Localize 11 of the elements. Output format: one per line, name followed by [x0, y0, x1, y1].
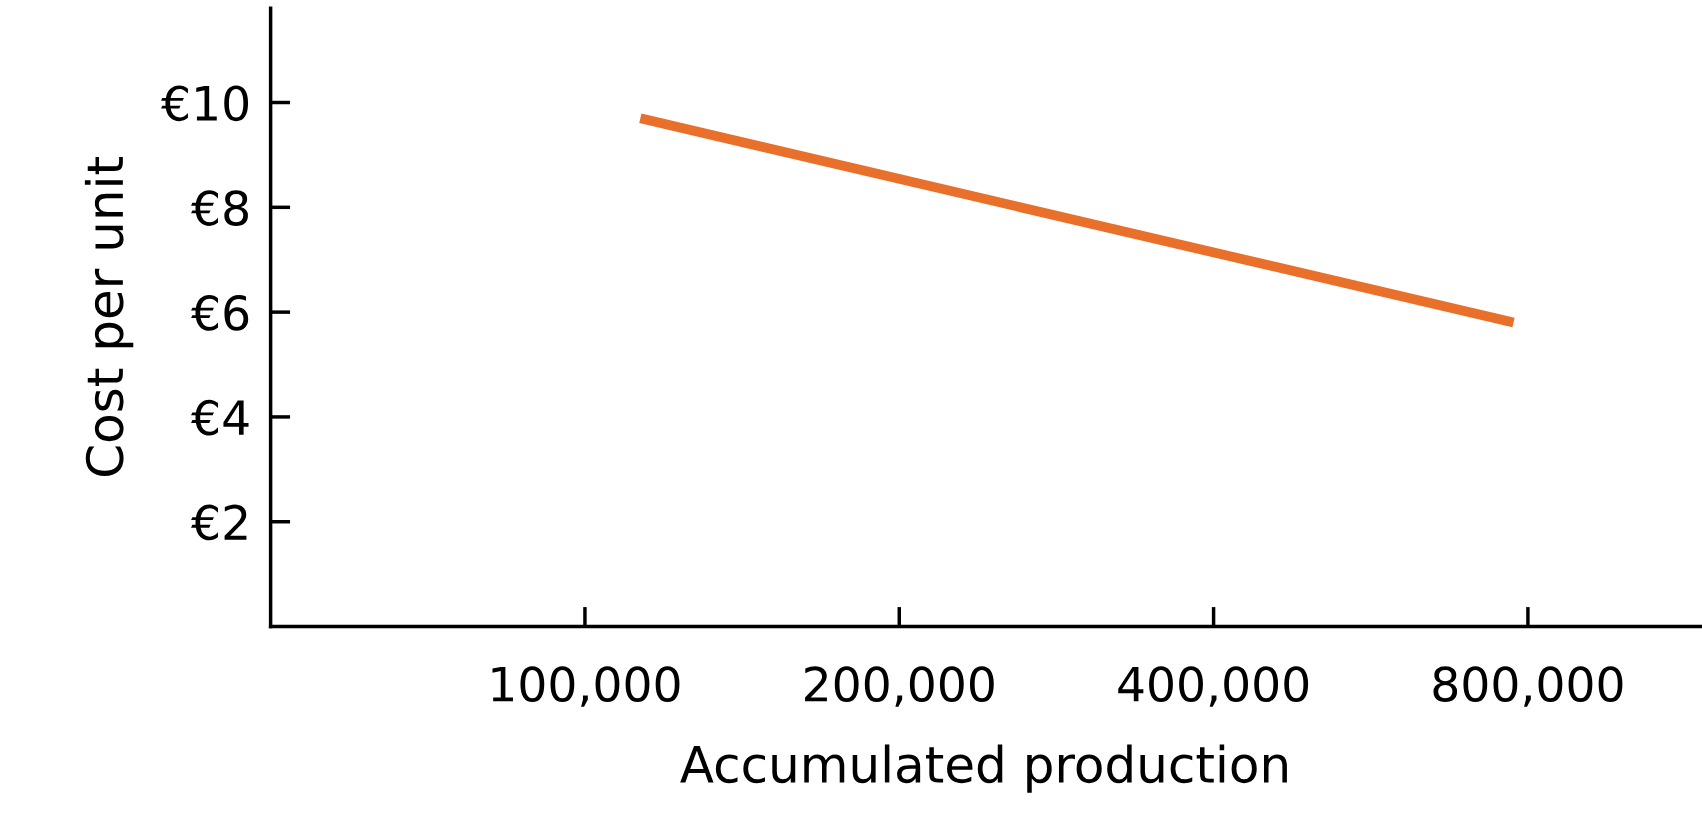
x-tick-label: 400,000	[1118, 666, 1309, 707]
y-tick-label: €6	[191, 295, 249, 331]
y-tick-label: €2	[191, 504, 247, 541]
y-tick-label: €10	[161, 85, 249, 122]
y-tick-label: €8	[191, 190, 248, 226]
x-tick-label: 800,000	[1433, 666, 1623, 707]
x-tick-label: 100,000	[492, 666, 680, 707]
x-axis-title: Accumulated production	[680, 744, 1287, 793]
y-tick-label: €4	[191, 399, 249, 436]
y-axis-title: Cost per unit	[84, 157, 134, 476]
x-tick-label: 200,000	[805, 666, 994, 707]
